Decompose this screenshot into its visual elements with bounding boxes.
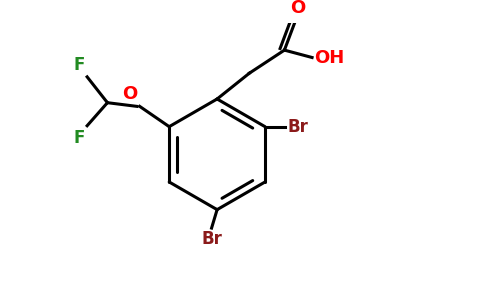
- Text: F: F: [74, 56, 85, 74]
- Text: Br: Br: [287, 118, 308, 136]
- Text: Br: Br: [201, 230, 222, 248]
- Text: F: F: [74, 128, 85, 146]
- Text: O: O: [290, 0, 305, 17]
- Text: OH: OH: [314, 49, 344, 67]
- Text: O: O: [122, 85, 138, 103]
